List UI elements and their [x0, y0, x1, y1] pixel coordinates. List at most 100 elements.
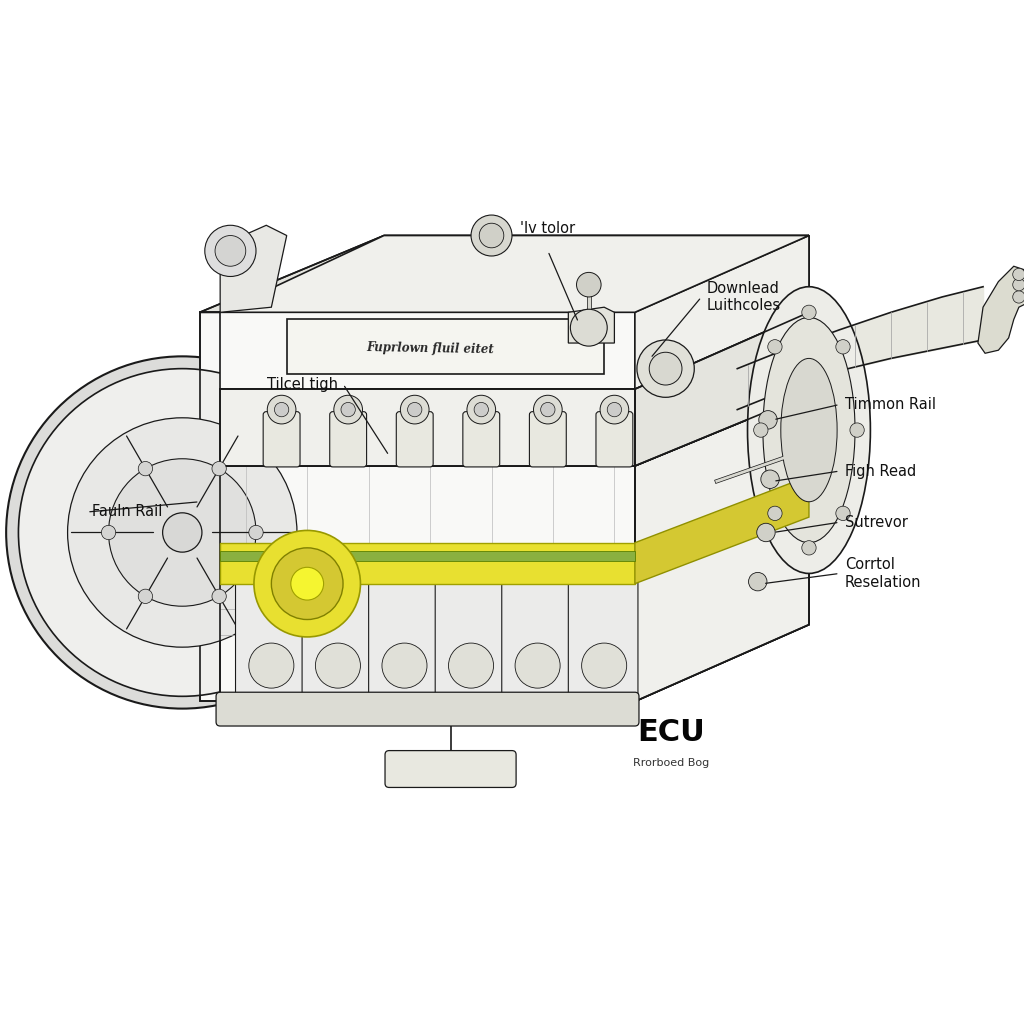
Ellipse shape — [748, 287, 870, 573]
Circle shape — [249, 643, 294, 688]
Circle shape — [1013, 291, 1024, 303]
Circle shape — [515, 643, 560, 688]
Circle shape — [382, 643, 427, 688]
Circle shape — [271, 548, 343, 620]
Circle shape — [607, 402, 622, 417]
Text: ECU: ECU — [637, 718, 705, 746]
Circle shape — [768, 340, 782, 354]
Circle shape — [759, 411, 777, 429]
Circle shape — [6, 356, 358, 709]
Polygon shape — [287, 319, 604, 374]
Circle shape — [215, 236, 246, 266]
Circle shape — [315, 643, 360, 688]
Circle shape — [768, 506, 782, 520]
Circle shape — [467, 395, 496, 424]
Text: Downlead
Luithcoles: Downlead Luithcoles — [707, 281, 780, 313]
FancyBboxPatch shape — [263, 412, 300, 467]
Circle shape — [541, 402, 555, 417]
FancyBboxPatch shape — [529, 412, 566, 467]
Polygon shape — [220, 236, 809, 312]
FancyBboxPatch shape — [385, 751, 516, 787]
Circle shape — [577, 272, 601, 297]
Circle shape — [754, 423, 768, 437]
Polygon shape — [635, 236, 809, 389]
Circle shape — [205, 225, 256, 276]
Text: Tilcel tigh: Tilcel tigh — [267, 377, 338, 391]
Text: Sutrevor: Sutrevor — [845, 515, 907, 529]
Text: Rrorboed Bog: Rrorboed Bog — [633, 758, 709, 768]
Circle shape — [109, 459, 256, 606]
Circle shape — [1013, 268, 1024, 281]
Circle shape — [761, 470, 779, 488]
Circle shape — [138, 589, 153, 603]
Circle shape — [254, 530, 360, 637]
Circle shape — [479, 223, 504, 248]
Circle shape — [649, 352, 682, 385]
Circle shape — [341, 402, 355, 417]
Circle shape — [802, 541, 816, 555]
Text: Corrtol
Reselation: Corrtol Reselation — [845, 557, 922, 590]
FancyBboxPatch shape — [302, 579, 372, 707]
Circle shape — [138, 462, 153, 476]
Circle shape — [850, 423, 864, 437]
Circle shape — [449, 643, 494, 688]
Polygon shape — [220, 466, 635, 701]
FancyBboxPatch shape — [216, 692, 639, 726]
Circle shape — [249, 525, 263, 540]
Text: Figh Read: Figh Read — [845, 464, 916, 478]
Ellipse shape — [763, 317, 855, 543]
Text: Fauln Rail: Fauln Rail — [92, 505, 163, 519]
Polygon shape — [220, 551, 635, 561]
FancyBboxPatch shape — [236, 579, 305, 707]
Polygon shape — [220, 389, 635, 466]
Circle shape — [212, 462, 226, 476]
Circle shape — [749, 572, 767, 591]
Circle shape — [334, 395, 362, 424]
Circle shape — [400, 395, 429, 424]
Circle shape — [274, 402, 289, 417]
Polygon shape — [635, 236, 809, 701]
Circle shape — [68, 418, 297, 647]
Circle shape — [291, 567, 324, 600]
Polygon shape — [200, 312, 635, 701]
Circle shape — [474, 402, 488, 417]
FancyBboxPatch shape — [369, 579, 438, 707]
Polygon shape — [568, 307, 614, 343]
FancyBboxPatch shape — [396, 412, 433, 467]
Circle shape — [836, 340, 850, 354]
Circle shape — [163, 513, 202, 552]
Circle shape — [637, 340, 694, 397]
Text: Fuprlown fluil eitet: Fuprlown fluil eitet — [367, 341, 494, 355]
Circle shape — [101, 525, 116, 540]
Polygon shape — [200, 236, 809, 312]
Polygon shape — [220, 312, 635, 389]
Circle shape — [802, 305, 816, 319]
Circle shape — [1013, 279, 1024, 291]
FancyBboxPatch shape — [330, 412, 367, 467]
Polygon shape — [220, 543, 635, 584]
Circle shape — [582, 643, 627, 688]
Circle shape — [570, 309, 607, 346]
Polygon shape — [635, 394, 809, 701]
Circle shape — [267, 395, 296, 424]
Polygon shape — [635, 312, 809, 466]
FancyBboxPatch shape — [463, 412, 500, 467]
Polygon shape — [220, 225, 287, 312]
Circle shape — [757, 523, 775, 542]
Circle shape — [212, 589, 226, 603]
Circle shape — [600, 395, 629, 424]
Ellipse shape — [781, 358, 838, 502]
Circle shape — [534, 395, 562, 424]
Polygon shape — [978, 266, 1024, 353]
Polygon shape — [635, 476, 809, 584]
Text: 'lv tolor: 'lv tolor — [520, 220, 575, 236]
FancyBboxPatch shape — [435, 579, 505, 707]
FancyBboxPatch shape — [596, 412, 633, 467]
Text: Timmon Rail: Timmon Rail — [845, 397, 936, 412]
Circle shape — [836, 506, 850, 520]
FancyBboxPatch shape — [502, 579, 571, 707]
FancyBboxPatch shape — [568, 579, 638, 707]
Circle shape — [408, 402, 422, 417]
Circle shape — [471, 215, 512, 256]
Circle shape — [18, 369, 346, 696]
